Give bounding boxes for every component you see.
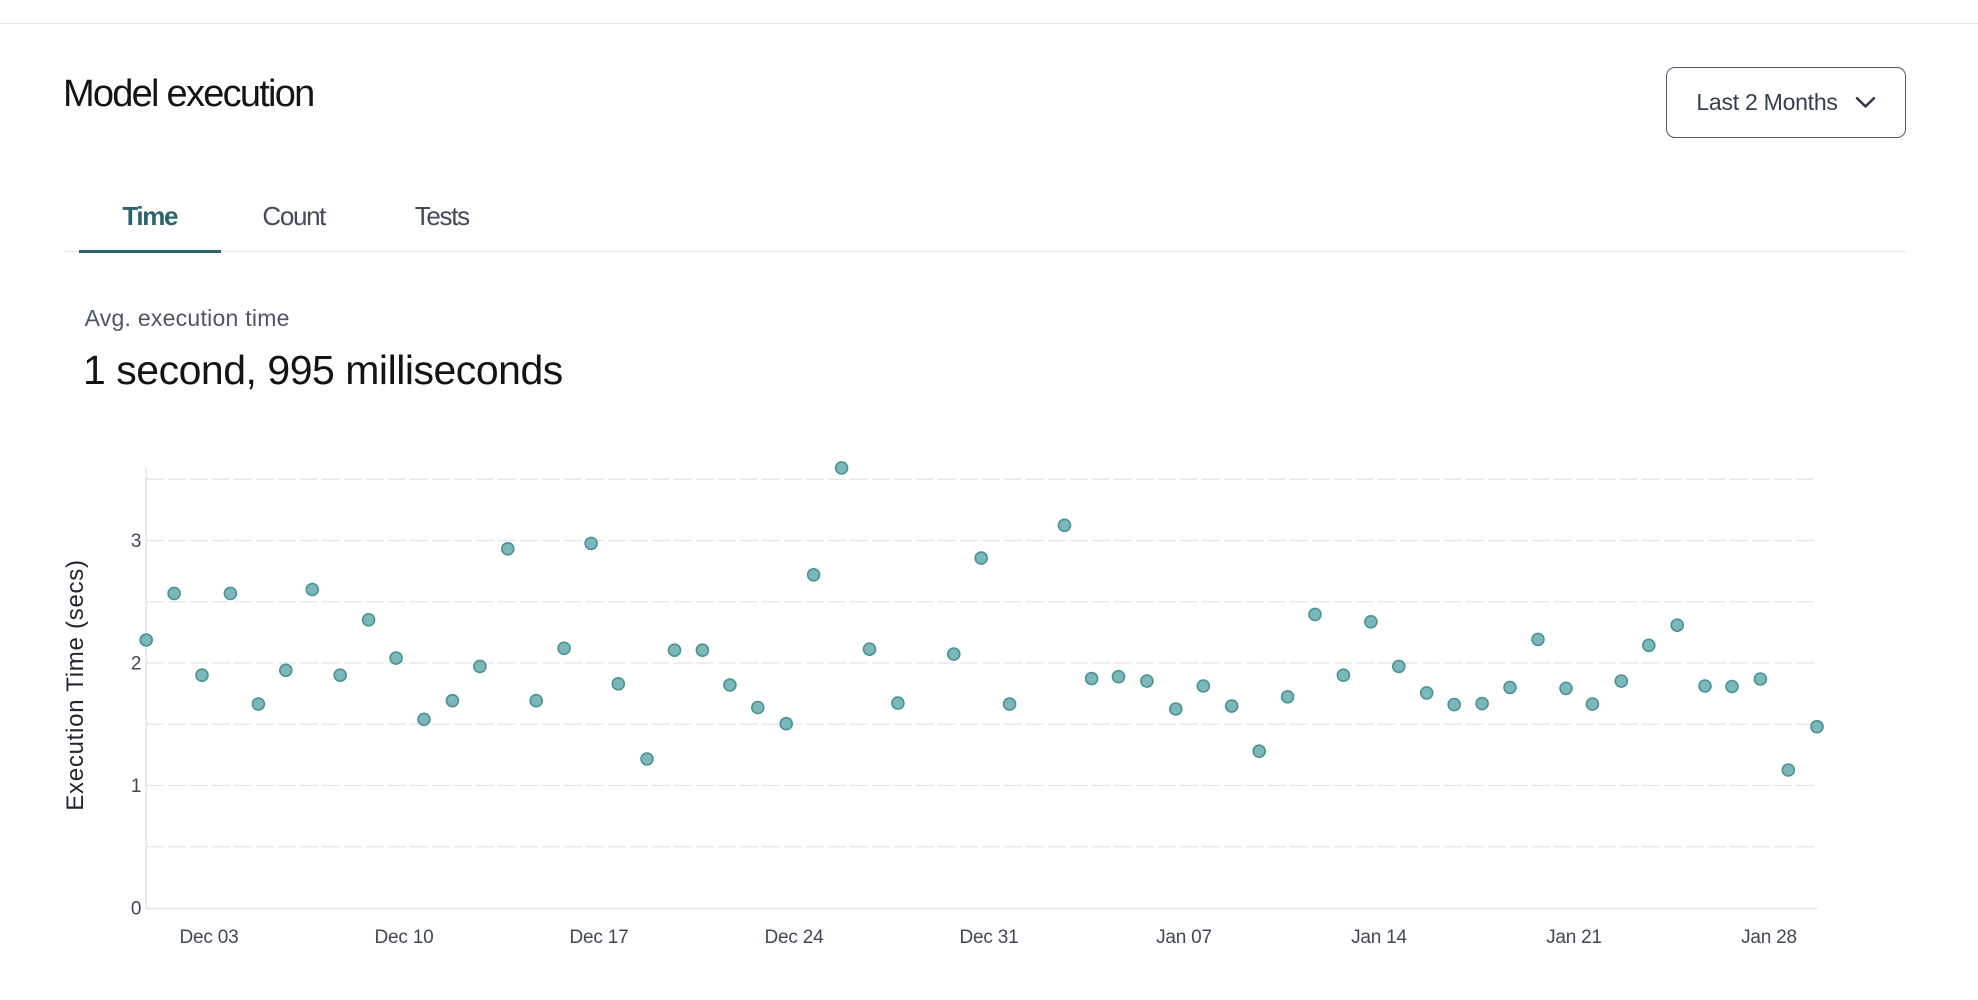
svg-text:Jan 21: Jan 21 xyxy=(1546,927,1602,948)
svg-text:Dec 03: Dec 03 xyxy=(179,927,238,948)
svg-text:Dec 24: Dec 24 xyxy=(764,927,824,948)
svg-text:3: 3 xyxy=(131,531,142,552)
svg-text:Jan 07: Jan 07 xyxy=(1156,927,1212,948)
svg-text:0: 0 xyxy=(131,899,142,920)
svg-text:1: 1 xyxy=(131,776,142,797)
svg-text:Dec 31: Dec 31 xyxy=(959,927,1018,948)
svg-text:Jan 14: Jan 14 xyxy=(1351,927,1407,948)
svg-text:Dec 10: Dec 10 xyxy=(374,927,433,948)
svg-text:2: 2 xyxy=(131,654,142,675)
svg-text:Dec 17: Dec 17 xyxy=(569,927,628,948)
svg-text:Jan 28: Jan 28 xyxy=(1741,927,1797,948)
